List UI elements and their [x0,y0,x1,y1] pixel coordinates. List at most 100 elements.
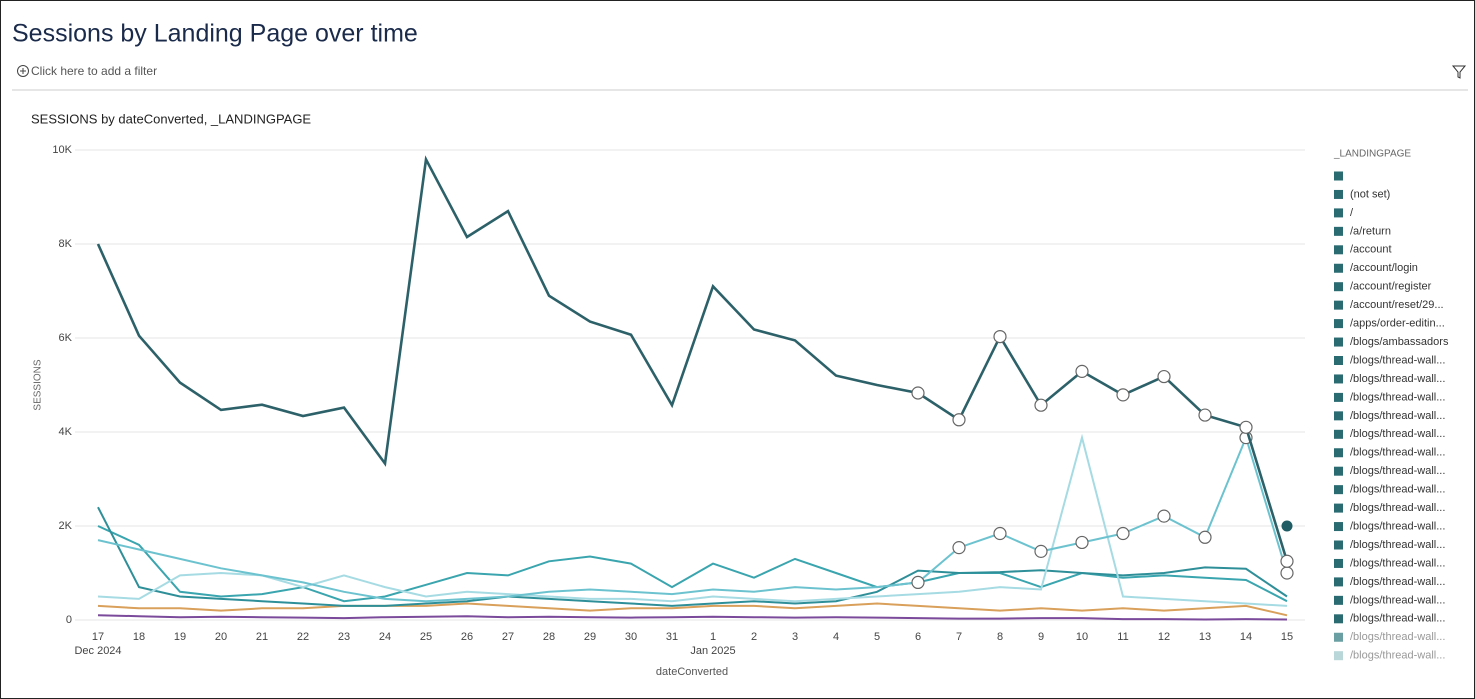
legend-label: /account/login [1350,262,1418,274]
x-tick-label: 10 [1076,631,1088,643]
legend: (not set) / /a/return/account/account/logi… [1334,171,1449,662]
x-tick-label: 28 [543,631,555,643]
x-tick-label: 13 [1199,631,1211,643]
x-tick-label: 22 [297,631,309,643]
x-tick-label: 20 [215,631,227,643]
point [993,526,1007,541]
legend-swatch [1334,429,1343,439]
point [1116,388,1130,402]
y-tick-label: 8K [59,238,73,250]
legend-swatch [1334,189,1343,199]
legend-label: / [1350,207,1354,219]
legend-label: /blogs/thread-wall... [1350,557,1445,569]
x-tick-label: 27 [502,631,514,643]
point [1281,520,1293,532]
x-tick-label: 7 [956,631,962,643]
x-axis-label: dateConverted [656,666,728,678]
legend-swatch [1334,411,1343,421]
point [1157,369,1171,384]
y-tick-label: 0 [66,614,72,626]
point [1075,364,1089,378]
legend-swatch [1334,337,1343,347]
legend-swatch [1334,466,1343,476]
filter-icon[interactable] [1451,65,1467,79]
legend-swatch [1334,356,1343,365]
legend-label: /blogs/thread-wall... [1350,576,1445,588]
page-title: Sessions by Landing Page over time [12,20,418,48]
point [952,541,966,555]
legend-title: _LANDINGPAGE [1333,149,1411,160]
legend-swatch [1334,577,1343,587]
legend-label: /blogs/thread-wall... [1350,354,1445,366]
legend-label: (not set) [1350,188,1390,200]
x-tick-label: 4 [833,631,839,643]
x-tick-label: 30 [625,631,637,643]
legend-label: /account/register [1350,281,1432,293]
x-tick-label: 15 [1281,631,1293,643]
legend-swatch [1334,171,1343,181]
filter-prompt[interactable]: Click here to add a filter [31,64,157,78]
legend-swatch [1334,300,1343,310]
point [952,413,966,427]
legend-swatch [1334,263,1343,273]
x-tick-label: 29 [584,631,596,643]
legend-swatch [1334,540,1343,550]
series-line [97,433,1288,607]
y-axis-label: SESSIONS [33,359,44,410]
x-tick-label: 5 [874,631,880,643]
point [1239,420,1253,434]
legend-label: /blogs/thread-wall... [1350,428,1445,440]
series-line [97,434,1288,603]
legend-label: /blogs/thread-wall... [1350,373,1445,385]
x-tick-label: 14 [1240,631,1252,643]
point [1157,509,1171,523]
point [993,329,1007,344]
add-icon-plus [20,68,26,74]
x-tick-label: 12 [1158,631,1170,643]
x-tick-label: 25 [420,631,432,643]
x-tick-label: 21 [256,631,268,643]
y-tick-label: 10K [52,144,72,156]
legend-swatch [1334,651,1343,661]
point [1075,535,1089,550]
x-tick-label: 3 [792,631,798,643]
legend-swatch [1334,503,1343,513]
point [911,575,925,590]
legend-label: /blogs/thread-wall... [1350,520,1445,532]
legend-swatch [1334,245,1343,255]
legend-label: /blogs/thread-wall... [1350,447,1445,459]
legend-swatch [1334,374,1343,384]
legend-swatch [1334,485,1343,495]
legend-label: /blogs/thread-wall... [1350,391,1445,403]
legend-label: /blogs/thread-wall... [1350,650,1445,662]
legend-label: /blogs/thread-wall... [1350,484,1445,496]
x-tick-label: 11 [1117,631,1128,643]
legend-label: /blogs/thread-wall... [1350,613,1445,625]
x-tick-label: 23 [338,631,350,643]
x-tick-label: 2 [751,631,757,643]
x-tick-label: 8 [997,631,1003,643]
point [1280,566,1294,580]
x-tick-label: 26 [461,631,473,643]
x-month-label: Dec 2024 [74,645,121,657]
legend-label: /blogs/thread-wall... [1350,631,1445,643]
legend-swatch [1334,226,1343,236]
series-line [96,155,1289,562]
x-tick-label: 9 [1038,631,1044,643]
y-tick-label: 2K [59,520,73,532]
legend-swatch [1334,558,1343,568]
point [1198,530,1212,544]
legend-swatch [1334,614,1343,624]
legend-label: /blogs/ambassadors [1350,336,1449,348]
series-line [97,614,1288,621]
legend-swatch [1334,208,1343,218]
point [911,386,925,400]
point [1280,554,1294,568]
legend-swatch [1334,522,1343,532]
legend-label: /blogs/thread-wall... [1350,539,1445,551]
add-icon[interactable] [17,65,29,77]
